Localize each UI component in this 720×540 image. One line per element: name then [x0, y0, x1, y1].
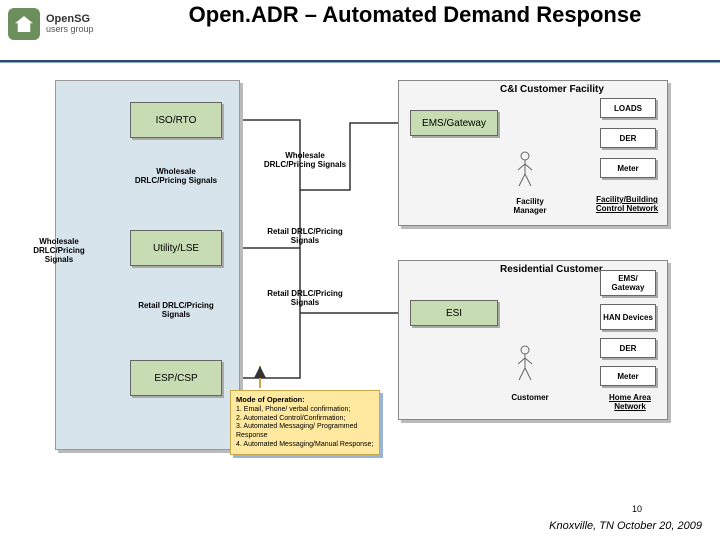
label: LOADS [614, 104, 642, 113]
mode-item: 3. Automated Messaging/ Programmed Respo… [236, 423, 357, 439]
person-icon [512, 344, 538, 384]
label: DER [620, 344, 637, 353]
mode-item: 2. Automated Control/Confirmation; [236, 415, 345, 422]
footer-text: Knoxville, TN October 20, 2009 [549, 520, 702, 532]
node-han-devices: HAN Devices [600, 304, 656, 330]
mode-of-operation-note: Mode of Operation: 1. Email, Phone/ verb… [230, 390, 380, 455]
node-meter: Meter [600, 158, 656, 178]
home-area-network-label: Home Area Network [596, 394, 664, 412]
label: Meter [617, 372, 638, 381]
edge-label: Wholesale DRLC/Pricing Signals [262, 152, 348, 170]
node-esp-csp: ESP/CSP [130, 360, 222, 396]
ci-panel-title: C&I Customer Facility [500, 84, 604, 95]
page-title: Open.ADR – Automated Demand Response [175, 2, 655, 27]
label: ESI [446, 308, 462, 319]
label: Utility/LSE [153, 243, 199, 254]
mode-item: 1. Email, Phone/ verbal confirmation; [236, 406, 350, 413]
person-icon [512, 150, 538, 190]
node-meter-res: Meter [600, 366, 656, 386]
page-number: 10 [632, 504, 642, 514]
edge-label: Retail DRLC/Pricing Signals [262, 290, 348, 308]
facility-manager-label: Facility Manager [500, 198, 560, 216]
node-utility-lse: Utility/LSE [130, 230, 222, 266]
control-network-label: Facility/Building Control Network [588, 196, 666, 214]
label: DER [620, 134, 637, 143]
edge-label: Wholesale DRLC/Pricing Signals [20, 238, 98, 264]
label: Meter [617, 164, 638, 173]
node-esi: ESI [410, 300, 498, 326]
node-ems-gateway: EMS/Gateway [410, 110, 498, 136]
customer-label: Customer [502, 394, 558, 403]
logo-text: OpenSG users group [46, 13, 94, 35]
mode-title: Mode of Operation: [236, 395, 305, 404]
node-iso-rto: ISO/RTO [130, 102, 222, 138]
node-der-res: DER [600, 338, 656, 358]
mode-item: 4. Automated Messaging/Manual Response; [236, 441, 373, 448]
node-loads: LOADS [600, 98, 656, 118]
edge-label: Retail DRLC/Pricing Signals [130, 302, 222, 320]
label: EMS/ Gateway [603, 274, 653, 292]
divider [0, 62, 720, 63]
label: HAN Devices [603, 313, 653, 322]
label: ESP/CSP [154, 373, 197, 384]
label: EMS/Gateway [422, 118, 486, 129]
logo-line2: users group [46, 25, 94, 35]
diagram-canvas: ISO/RTO Utility/LSE ESP/CSP Wholesale DR… [0, 70, 720, 500]
house-icon [8, 8, 40, 40]
label: ISO/RTO [156, 115, 197, 126]
edge-label: Wholesale DRLC/Pricing Signals [130, 168, 222, 186]
res-panel-title: Residential Customer [500, 264, 603, 275]
node-der: DER [600, 128, 656, 148]
edge-label: Retail DRLC/Pricing Signals [262, 228, 348, 246]
node-ems-gateway-res: EMS/ Gateway [600, 270, 656, 296]
logo: OpenSG users group [8, 8, 94, 40]
